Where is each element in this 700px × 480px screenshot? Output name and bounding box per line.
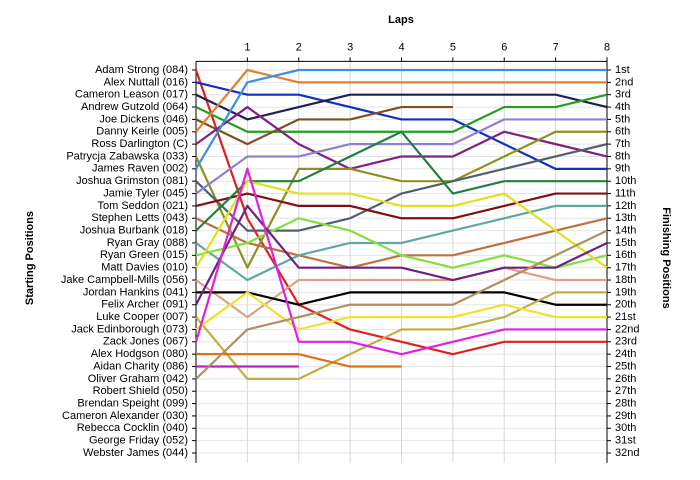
driver-label: Alex Nuttall (016) — [104, 76, 188, 88]
finish-label: 29th — [615, 410, 636, 422]
x-tick-label: 2 — [296, 41, 302, 53]
finish-label: 21st — [615, 311, 636, 323]
driver-line — [195, 68, 607, 133]
finish-label: 3rd — [615, 89, 631, 101]
driver-label: Andrew Gutzold (064) — [81, 101, 188, 113]
x-tick-label: 7 — [553, 41, 559, 53]
finish-label: 1st — [615, 64, 630, 76]
finish-label: 8th — [615, 150, 630, 162]
x-tick-label: 3 — [347, 41, 353, 53]
driver-label: Cameron Leason (017) — [75, 89, 188, 101]
finish-label: 26th — [615, 373, 636, 385]
finish-label: 13th — [615, 212, 636, 224]
driver-line — [195, 291, 607, 331]
driver-label: Oliver Graham (042) — [88, 373, 188, 385]
driver-line — [195, 68, 607, 170]
finish-label: 10th — [615, 175, 636, 187]
finish-label: 2nd — [615, 76, 633, 88]
finish-label: 16th — [615, 249, 636, 261]
driver-label: Jordan Hankins (041) — [83, 286, 188, 298]
finish-label: 28th — [615, 397, 636, 409]
driver-label: Adam Strong (084) — [95, 64, 188, 76]
finish-label: 24th — [615, 348, 636, 360]
driver-line — [195, 143, 608, 232]
y2-axis-title: Finishing Positions — [660, 207, 672, 308]
driver-label: James Raven (002) — [92, 163, 188, 175]
x-tick-label: 1 — [244, 41, 250, 53]
driver-label: Tom Seddon (021) — [98, 200, 189, 212]
driver-line — [195, 180, 608, 269]
x-tick-label: 5 — [450, 41, 456, 53]
driver-line — [195, 93, 608, 121]
x-tick-label: 8 — [604, 41, 610, 53]
finish-label: 9th — [615, 163, 630, 175]
y-axis-title: Starting Positions — [24, 211, 36, 305]
x-tick-label: 6 — [501, 41, 507, 53]
driver-label: Zack Jones (067) — [103, 336, 188, 348]
x-tick-label: 4 — [398, 41, 404, 53]
driver-line — [195, 204, 607, 282]
driver-line — [195, 291, 607, 380]
driver-label: Ryan Gray (088) — [107, 237, 188, 249]
driver-line — [195, 192, 607, 220]
driver-label: Joshua Grimston (081) — [76, 175, 188, 187]
driver-label: Cameron Alexander (030) — [62, 410, 188, 422]
finish-label: 15th — [615, 237, 636, 249]
finish-label: 18th — [615, 274, 636, 286]
finish-label: 32nd — [615, 447, 639, 459]
finish-label: 23rd — [615, 336, 637, 348]
finish-label: 11th — [615, 187, 636, 199]
driver-label: Brendan Speight (099) — [77, 397, 188, 409]
finish-label: 22nd — [615, 323, 639, 335]
finish-label: 5th — [615, 113, 630, 125]
driver-label: George Friday (052) — [89, 435, 188, 447]
finish-label: 27th — [615, 385, 636, 397]
driver-label: Joe Dickens (046) — [99, 113, 188, 125]
driver-line — [195, 130, 607, 232]
driver-line — [195, 229, 608, 380]
driver-label: Luke Cooper (007) — [96, 311, 188, 323]
finish-label: 14th — [615, 225, 636, 237]
driver-label: Danny Keirle (005) — [96, 126, 188, 138]
driver-label: Jake Campbell-Mills (056) — [61, 274, 188, 286]
finish-label: 19th — [615, 286, 636, 298]
driver-label: Rebecca Cocklin (040) — [77, 422, 188, 434]
finish-label: 7th — [615, 138, 630, 150]
driver-label: Felix Archer (091) — [101, 299, 188, 311]
finish-label: 31st — [615, 435, 636, 447]
driver-label: Webster James (044) — [83, 447, 188, 459]
driver-label: Matt Davies (010) — [101, 262, 188, 274]
driver-label: Ross Darlington (C) — [91, 138, 188, 150]
finish-label: 25th — [615, 360, 636, 372]
x-axis-title: Laps — [388, 14, 414, 26]
driver-label: Patrycja Zabawska (033) — [66, 150, 188, 162]
driver-label: Jamie Tyler (045) — [103, 187, 188, 199]
driver-label: Ryan Green (015) — [100, 249, 188, 261]
driver-label: Robert Shield (050) — [93, 385, 188, 397]
driver-line — [194, 167, 607, 356]
driver-line — [195, 118, 607, 195]
finish-label: 4th — [615, 101, 630, 113]
driver-label: Alex Hodgson (080) — [91, 348, 188, 360]
driver-label: Aidan Charity (086) — [93, 360, 188, 372]
finish-label: 30th — [615, 422, 636, 434]
driver-line — [195, 105, 453, 146]
driver-label: Joshua Burbank (018) — [80, 225, 188, 237]
driver-label: Stephen Letts (043) — [91, 212, 188, 224]
finish-label: 6th — [615, 126, 630, 138]
driver-line — [196, 353, 402, 368]
finish-label: 20th — [615, 299, 636, 311]
driver-label: Jack Edinborough (073) — [71, 323, 188, 335]
finish-label: 12th — [615, 200, 636, 212]
finish-label: 17th — [615, 262, 636, 274]
